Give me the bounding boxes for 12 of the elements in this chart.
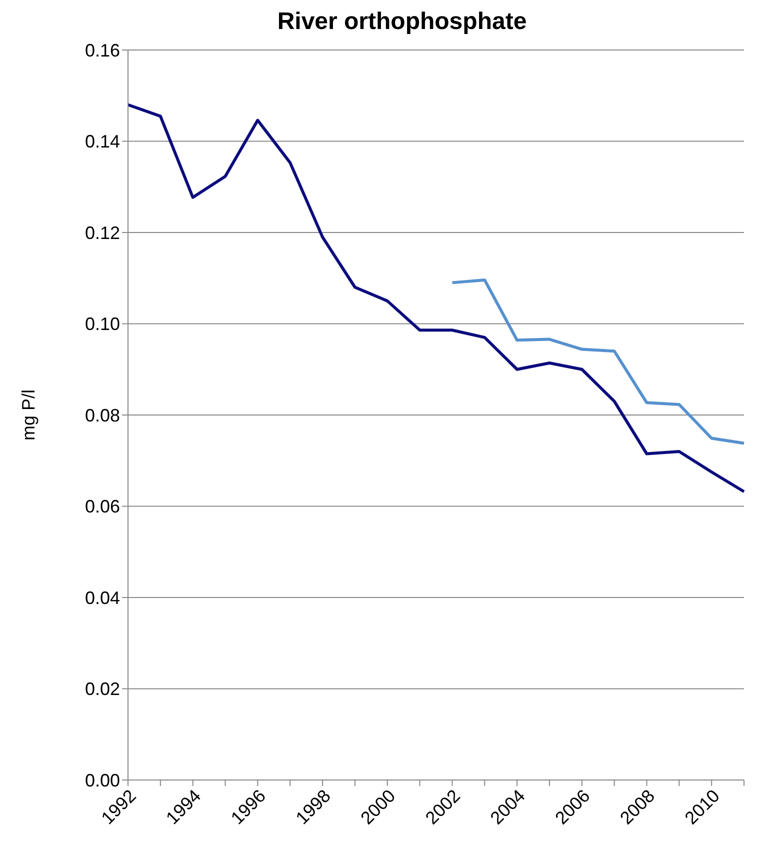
y-tick-label: 0.10 [84, 314, 120, 334]
y-tick-label: 0.16 [84, 40, 120, 60]
y-tick-label: 0.06 [84, 496, 120, 517]
y-tick-label: 0.14 [84, 132, 120, 152]
y-tick-label: 0.12 [84, 222, 120, 243]
line-series [450, 278, 746, 445]
y-tick-label: 0.04 [84, 588, 120, 608]
y-tick-label: 0.02 [84, 679, 120, 700]
y-tick-label: 0.08 [84, 405, 120, 426]
y-axis-title: mg P/l [18, 389, 38, 441]
y-tick-label: 0.00 [84, 770, 120, 790]
chart-title: River orthophosphate [276, 8, 528, 37]
